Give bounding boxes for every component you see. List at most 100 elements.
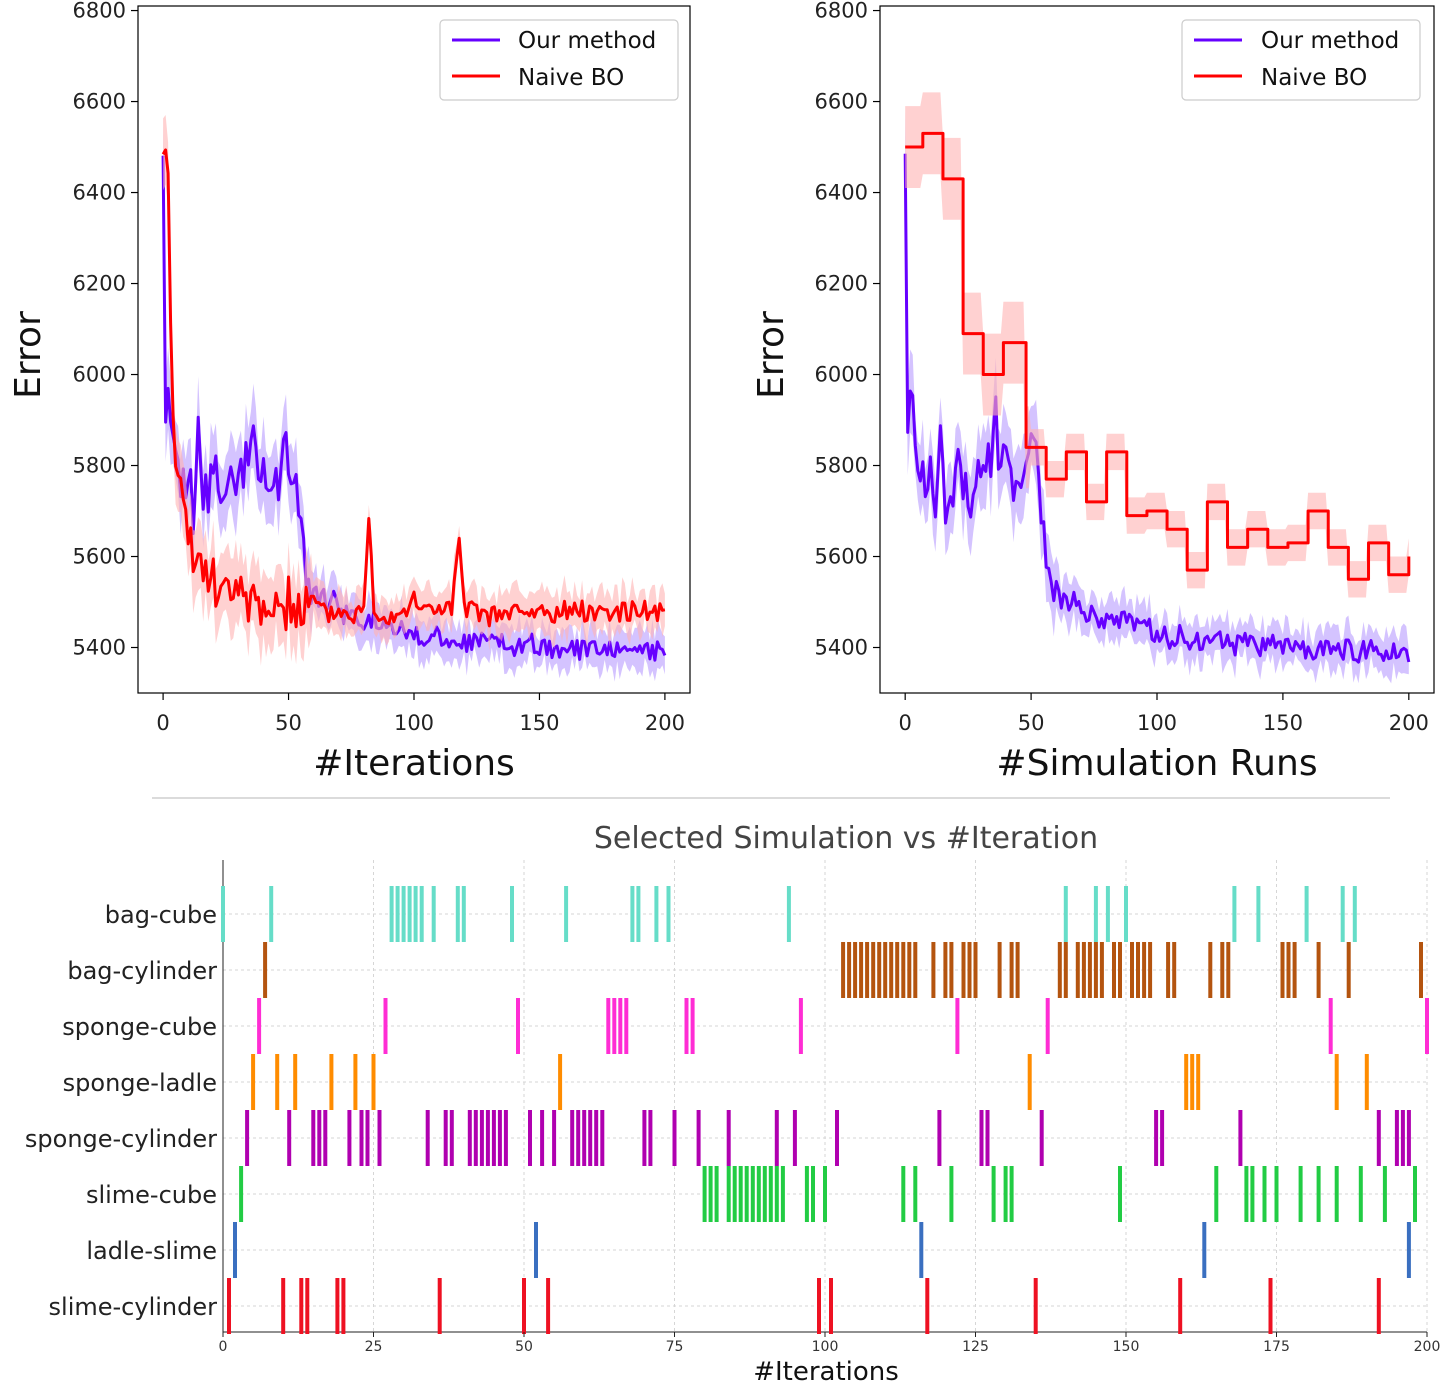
- event-sponge-cylinder-34: [425, 1110, 430, 1166]
- event-slime-cube-84: [726, 1166, 731, 1222]
- right-line-plot: 5400 5600 5800 6000 6200 6400 6600 6800 0 50 100 1…: [751, 0, 1435, 784]
- x-tick-label: 100: [1137, 711, 1177, 735]
- event-sponge-cylinder-58: [570, 1110, 575, 1166]
- event-bag-cube-30: [401, 886, 406, 942]
- event-sponge-cylinder-11: [287, 1110, 292, 1166]
- event-slime-cylinder-117: [925, 1278, 930, 1334]
- y-tick-label: 5800: [815, 454, 868, 478]
- event-slime-cylinder-14: [305, 1278, 310, 1334]
- event-sponge-ladle-160: [1184, 1054, 1189, 1110]
- event-bag-cube-68: [630, 886, 635, 942]
- series-line-naive-bo: [161, 148, 666, 632]
- event-slime-cube-85: [732, 1166, 737, 1222]
- event-sponge-ladle-162: [1196, 1054, 1201, 1110]
- event-slime-cylinder-54: [546, 1278, 551, 1334]
- event-bag-cube-172: [1256, 886, 1261, 942]
- event-sponge-cylinder-70: [642, 1110, 647, 1166]
- strip-category-labels: bag-cube bag-cylinder sponge-cube sponge-la…: [25, 901, 217, 1321]
- left-y-axis-title: Error: [8, 311, 49, 399]
- event-slime-cube-131: [1009, 1166, 1014, 1222]
- strip-title: Selected Simulation vs #Iteration: [594, 821, 1098, 856]
- y-tick-label: 6000: [73, 363, 126, 387]
- y-tick-label: 6600: [815, 90, 868, 114]
- event-slime-cube-113: [901, 1166, 906, 1222]
- y-tick-label: 5800: [73, 454, 126, 478]
- event-sponge-ladle-22: [353, 1054, 358, 1110]
- event-sponge-cylinder-156: [1160, 1110, 1165, 1166]
- event-slime-cylinder-99: [817, 1278, 821, 1334]
- event-slime-cube-100: [823, 1166, 827, 1222]
- y-tick-label: 5400: [815, 636, 868, 660]
- event-slime-cube-3: [239, 1166, 244, 1222]
- event-slime-cube-182: [1316, 1166, 1321, 1222]
- event-sponge-cylinder-119: [937, 1110, 942, 1166]
- event-slime-cube-128: [991, 1166, 996, 1222]
- event-sponge-cylinder-84: [726, 1110, 731, 1166]
- event-slime-cylinder-101: [829, 1278, 833, 1334]
- event-slime-cube-198: [1413, 1166, 1417, 1222]
- event-sponge-cylinder-16: [317, 1110, 322, 1166]
- event-slime-cube-171: [1250, 1166, 1255, 1222]
- event-sponge-cylinder-62: [594, 1110, 599, 1166]
- right-x-axis: 0 50 100 150 200: [898, 693, 1429, 735]
- strip-x-tick-label: 200: [1414, 1339, 1441, 1355]
- event-bag-cube-28: [389, 886, 394, 942]
- event-sponge-cube-137: [1045, 998, 1050, 1054]
- event-bag-cylinder-144: [1087, 942, 1092, 998]
- event-bag-cube-188: [1352, 886, 1357, 942]
- event-slime-cube-130: [1003, 1166, 1008, 1222]
- event-bag-cylinder-151: [1130, 942, 1134, 998]
- event-bag-cylinder-164: [1208, 942, 1213, 998]
- event-sponge-cube-122: [955, 998, 960, 1054]
- event-slime-cube-175: [1274, 1166, 1279, 1222]
- right-x-axis-title: #Simulation Runs: [996, 743, 1317, 784]
- strip-x-tick-label: 100: [812, 1339, 839, 1355]
- event-bag-cylinder-114: [907, 942, 912, 998]
- event-sponge-ladle-18: [329, 1054, 334, 1110]
- event-sponge-cylinder-195: [1394, 1110, 1399, 1166]
- left-x-axis-title: #Iterations: [313, 743, 515, 784]
- event-bag-cube-35: [431, 886, 436, 942]
- event-sponge-cylinder-4: [245, 1110, 250, 1166]
- left-line-plot: 5400 5600 5800 6000 6200 6400 6600 6800 0 50 100 1…: [8, 0, 691, 784]
- event-slime-cube-82: [714, 1166, 719, 1222]
- event-slime-cylinder-50: [522, 1278, 526, 1334]
- y-tick-label: 5400: [73, 636, 126, 660]
- event-sponge-cube-66: [618, 998, 623, 1054]
- event-bag-cylinder-7: [263, 942, 268, 998]
- right-legend-label-our-method: Our method: [1261, 28, 1399, 54]
- event-bag-cube-29: [395, 886, 400, 942]
- event-bag-cube-48: [510, 886, 514, 942]
- event-slime-cube-179: [1298, 1166, 1303, 1222]
- strip-x-axis-title: #Iterations: [753, 1357, 899, 1387]
- event-bag-cylinder-154: [1148, 942, 1153, 998]
- event-sponge-cylinder-37: [443, 1110, 448, 1166]
- event-slime-cylinder-135: [1033, 1278, 1038, 1334]
- event-bag-cube-150: [1124, 886, 1128, 942]
- x-tick-label: 200: [645, 711, 685, 735]
- event-bag-cylinder-121: [949, 942, 954, 998]
- event-bag-cube-147: [1105, 886, 1110, 942]
- event-bag-cylinder-199: [1419, 942, 1423, 998]
- event-sponge-cylinder-21: [347, 1110, 352, 1166]
- strip-x-tick-label: 175: [1263, 1339, 1290, 1355]
- event-slime-cube-91: [768, 1166, 773, 1222]
- series-band-naive-bo: [905, 92, 1409, 598]
- event-bag-cylinder-176: [1280, 942, 1285, 998]
- event-sponge-cylinder-26: [377, 1110, 382, 1166]
- strip-gridlines: [222, 860, 1428, 1332]
- event-sponge-cylinder-42: [473, 1110, 478, 1166]
- event-sponge-cube-96: [798, 998, 803, 1054]
- event-sponge-ladle-25: [371, 1054, 376, 1110]
- event-slime-cube-92: [774, 1166, 779, 1222]
- event-bag-cylinder-158: [1172, 942, 1177, 998]
- event-slime-cylinder-36: [437, 1278, 442, 1334]
- event-slime-cylinder-20: [341, 1278, 346, 1334]
- event-bag-cylinder-123: [961, 942, 966, 998]
- event-sponge-cylinder-192: [1376, 1110, 1381, 1166]
- event-slime-cube-87: [744, 1166, 749, 1222]
- category-label-sponge-cylinder: sponge-cylinder: [25, 1125, 217, 1153]
- event-slime-cylinder-10: [281, 1278, 286, 1334]
- event-bag-cylinder-146: [1099, 942, 1104, 998]
